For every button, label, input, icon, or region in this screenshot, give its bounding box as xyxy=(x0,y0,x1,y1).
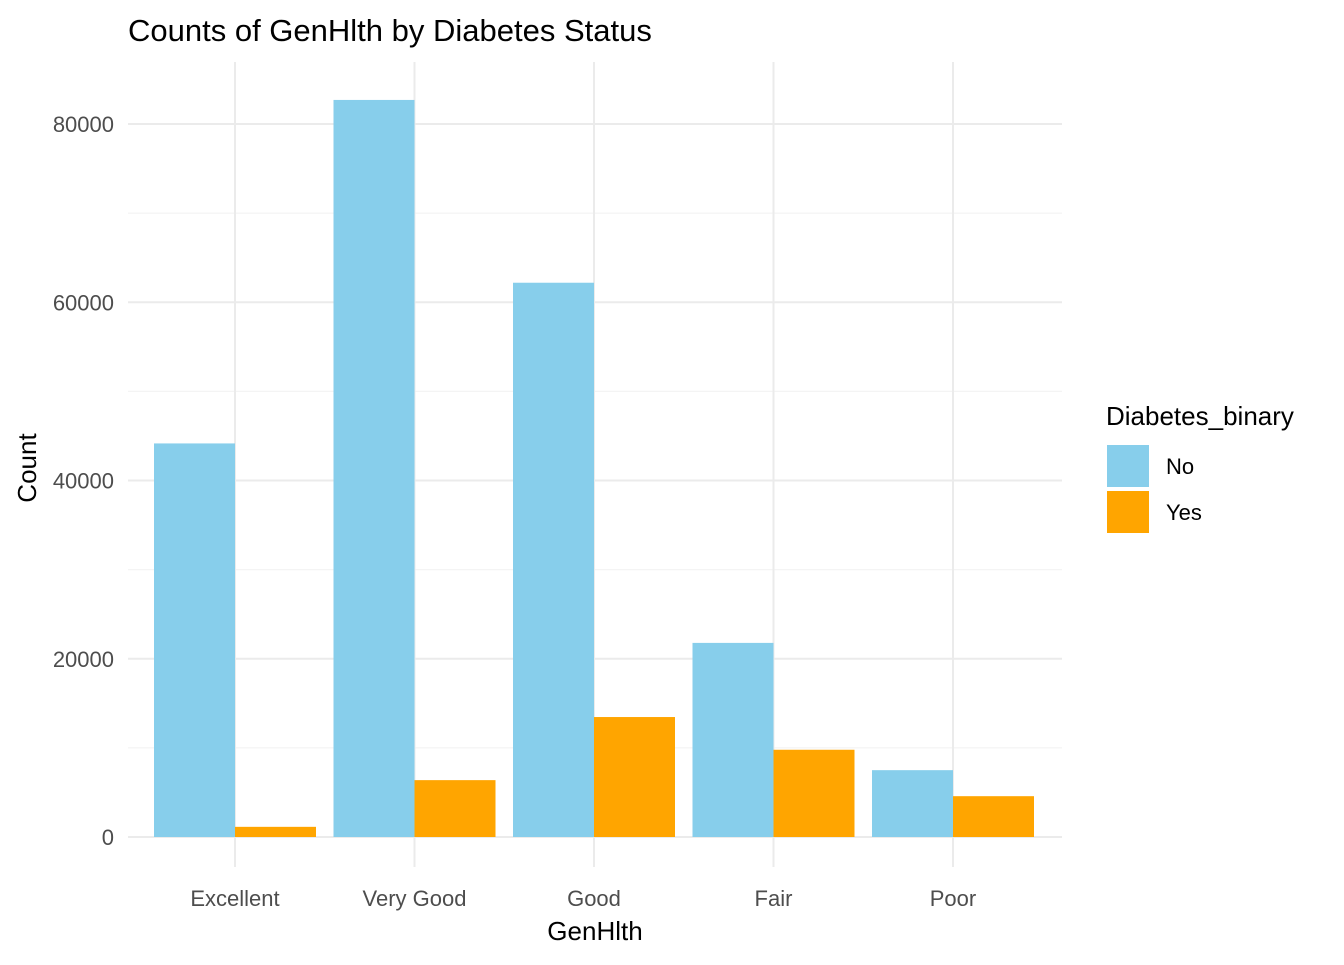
legend-label-yes: Yes xyxy=(1166,500,1202,525)
y-axis-title: Count xyxy=(12,433,42,503)
bar-no-excellent xyxy=(154,443,235,837)
legend-swatch-no xyxy=(1107,445,1149,487)
x-tick-label: Poor xyxy=(930,886,976,911)
y-tick-label: 20000 xyxy=(53,647,114,672)
legend-swatch-yes xyxy=(1107,491,1149,533)
y-axis: 0 20000 40000 60000 80000 xyxy=(53,112,114,850)
bar-no-very-good xyxy=(333,99,415,837)
x-axis: Excellent Very Good Good Fair Poor xyxy=(190,886,976,911)
bar-yes-excellent xyxy=(235,826,316,837)
chart-title: Counts of GenHlth by Diabetes Status xyxy=(128,13,652,48)
bar-no-poor xyxy=(872,770,953,837)
x-tick-label: Good xyxy=(567,886,621,911)
y-tick-label: 0 xyxy=(102,825,114,850)
legend-label-no: No xyxy=(1166,454,1194,479)
x-tick-label: Fair xyxy=(755,886,793,911)
y-tick-label: 40000 xyxy=(53,469,114,494)
x-axis-title: GenHlth xyxy=(547,916,642,946)
bar-no-fair xyxy=(692,642,774,837)
bar-no-good xyxy=(513,282,594,837)
bar-yes-poor xyxy=(953,796,1034,837)
bar-yes-very-good xyxy=(414,780,496,837)
legend-title: Diabetes_binary xyxy=(1106,401,1294,431)
legend: Diabetes_binary No Yes xyxy=(1106,401,1294,533)
bars xyxy=(154,99,1034,837)
x-tick-label: Excellent xyxy=(190,886,279,911)
legend-items: No Yes xyxy=(1107,445,1202,533)
bar-yes-fair xyxy=(773,749,855,837)
bar-yes-good xyxy=(594,717,675,837)
y-tick-label: 80000 xyxy=(53,112,114,137)
x-tick-label: Very Good xyxy=(363,886,467,911)
y-tick-label: 60000 xyxy=(53,290,114,315)
